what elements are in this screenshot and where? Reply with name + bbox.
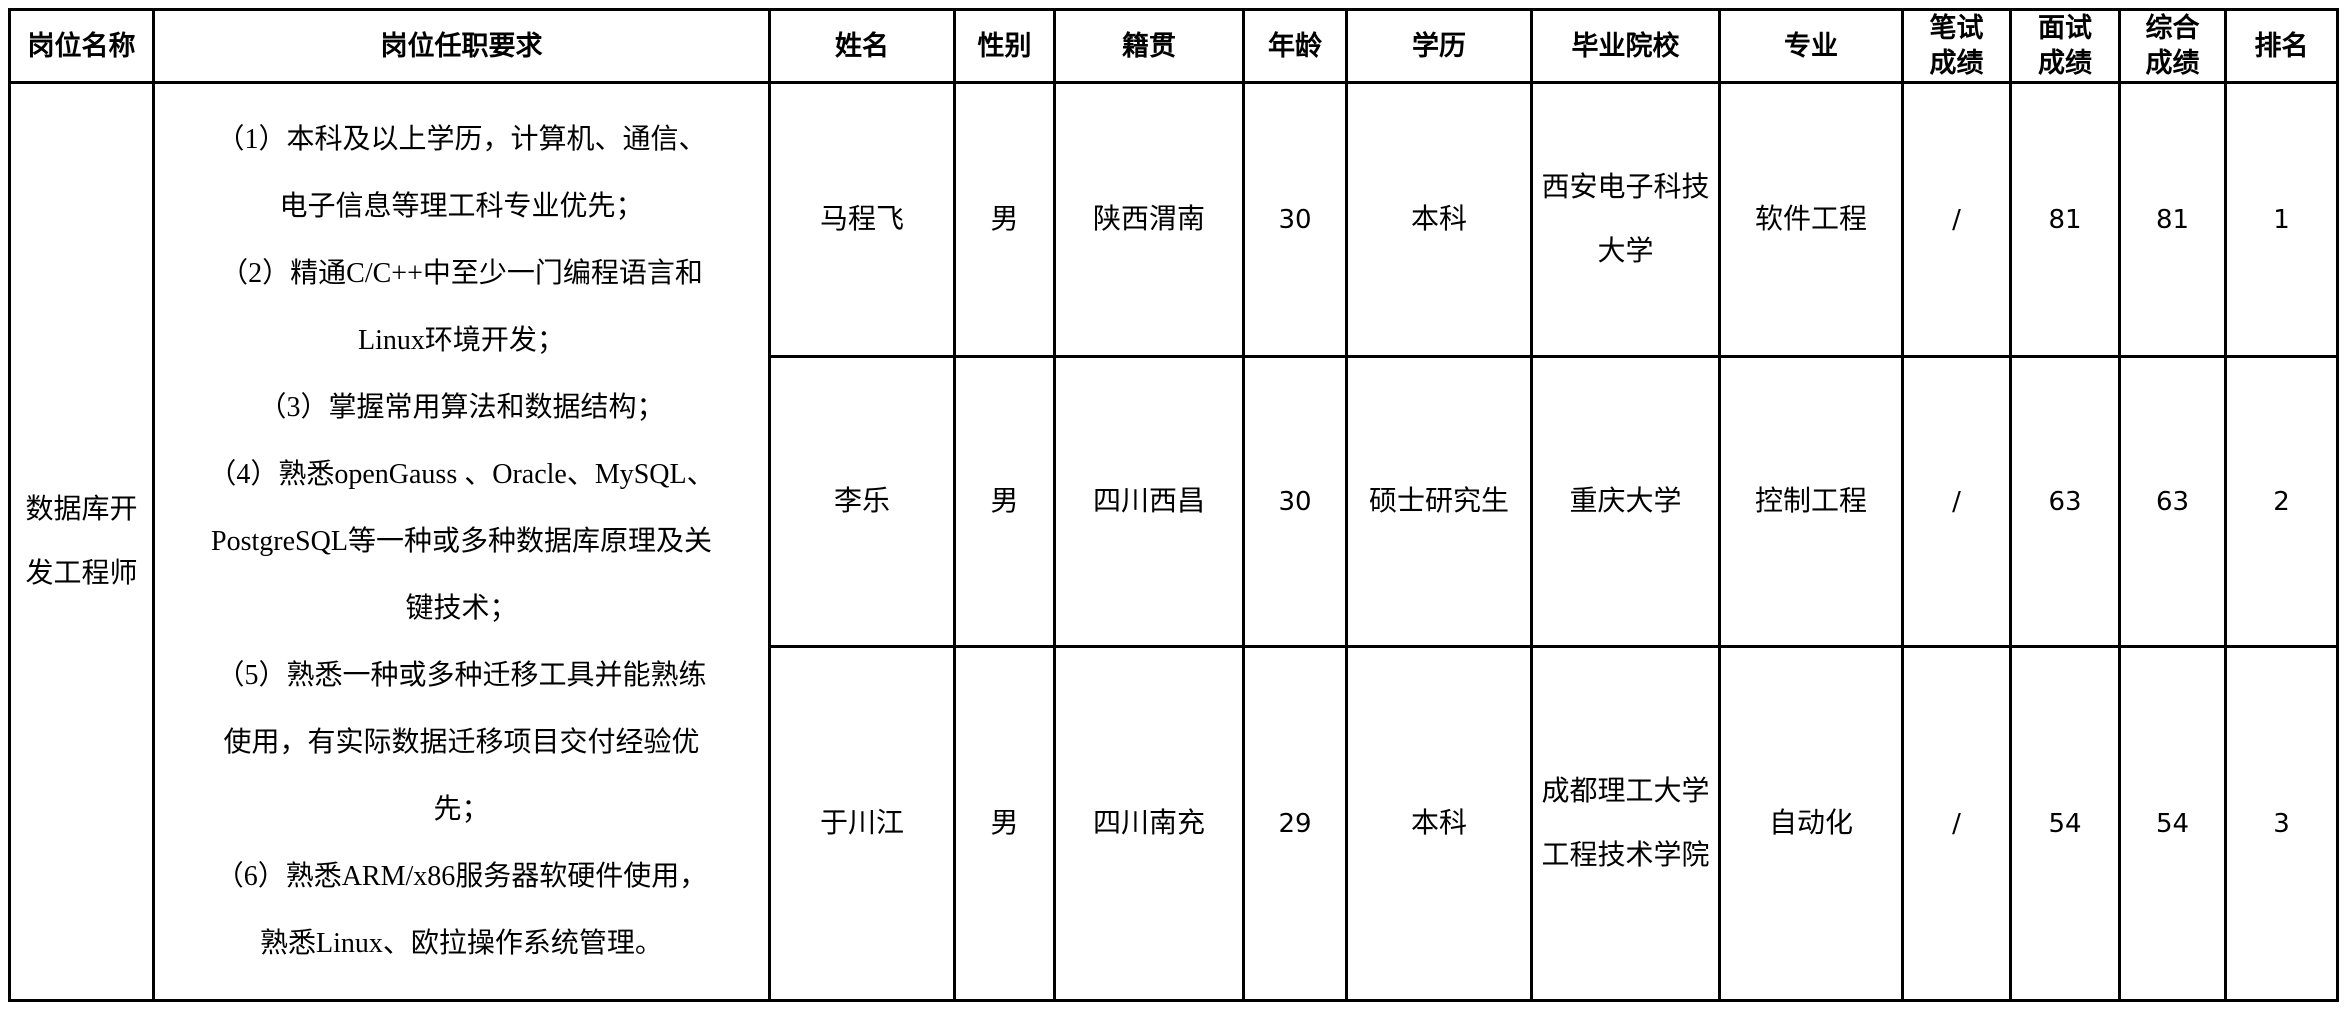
age-cell: 29 (1242, 645, 1348, 1002)
education-cell: 硕士研究生 (1345, 355, 1533, 648)
requirement-line: 键技术； (405, 593, 518, 624)
gender-cell: 男 (953, 645, 1056, 1002)
school-cell: 西安电子科技大学 (1530, 81, 1721, 358)
requirement-line: （1）本科及以上学历，计算机、通信、 (216, 124, 707, 155)
header-cell-position-name: 岗位名称 (8, 8, 155, 84)
age-cell: 30 (1242, 355, 1348, 648)
written-score-cell: / (1901, 355, 2012, 648)
header-cell-overall-score: 综合 成绩 (2118, 8, 2227, 84)
requirement-line: （2）精通C/C++中至少一门编程语言和 (220, 258, 703, 289)
requirement-line: PostgreSQL等一种或多种数据库原理及关 (211, 526, 712, 557)
header-cell-education: 学历 (1345, 8, 1533, 84)
major-cell: 自动化 (1718, 645, 1904, 1002)
rank-cell: 2 (2224, 355, 2339, 648)
candidate-row: 于川江 男 四川南充 29 本科 成都理工大学工程技术学院 自动化 / 54 5… (10, 645, 2339, 1002)
requirement-line: 使用，有实际数据迁移项目交付经验优 (223, 727, 700, 758)
requirement-line: Linux环境开发； (358, 325, 565, 356)
document-page: { "colors": { "border": "#000000", "back… (0, 8, 2346, 1009)
candidate-row: 李乐 男 四川西昌 30 硕士研究生 重庆大学 控制工程 / 63 63 2 (10, 355, 2339, 648)
hometown-cell: 四川西昌 (1053, 355, 1245, 648)
header-cell-hometown: 籍贯 (1053, 8, 1245, 84)
written-score-cell: / (1901, 645, 2012, 1002)
requirement-line: 熟悉Linux、欧拉操作系统管理。 (260, 928, 663, 959)
job-requirements-cell: （1）本科及以上学历，计算机、通信、 电子信息等理工科专业优先； （2）精通C/… (152, 81, 771, 1002)
requirement-line: 先； (433, 794, 490, 825)
rank-cell: 1 (2224, 81, 2339, 358)
candidate-name-cell: 于川江 (768, 645, 956, 1002)
candidate-row: 数据库开发工程师 （1）本科及以上学历，计算机、通信、 电子信息等理工科专业优先… (8, 81, 2339, 1002)
candidate-name-cell: 李乐 (768, 355, 956, 648)
position-name-cell: 数据库开发工程师 (8, 81, 155, 1002)
overall-score-cell: 54 (2118, 645, 2227, 1002)
header-cell-rank: 排名 (2224, 8, 2339, 84)
requirement-line: （3）掌握常用算法和数据结构； (258, 392, 665, 423)
hometown-cell: 四川南充 (1053, 645, 1245, 1002)
major-cell: 软件工程 (1718, 81, 1904, 358)
header-cell-requirements: 岗位任职要求 (152, 8, 771, 84)
requirement-line: 电子信息等理工科专业优先； (279, 191, 644, 222)
interview-score-cell: 81 (2009, 81, 2121, 358)
requirement-line: （4）熟悉openGauss 、Oracle、MySQL、 (208, 459, 715, 490)
header-cell-age: 年龄 (1242, 8, 1348, 84)
interview-score-cell: 54 (2009, 645, 2121, 1002)
interview-score-cell: 63 (2009, 355, 2121, 648)
candidate-name-cell: 马程飞 (768, 81, 956, 358)
header-cell-major: 专业 (1718, 8, 1904, 84)
rank-cell: 3 (2224, 645, 2339, 1002)
requirement-line: （6）熟悉ARM/x86服务器软硬件使用， (215, 861, 708, 892)
written-score-cell: / (1901, 81, 2012, 358)
major-cell: 控制工程 (1718, 355, 1904, 648)
header-cell-school: 毕业院校 (1530, 8, 1721, 84)
overall-score-cell: 81 (2118, 81, 2227, 358)
requirement-line: （5）熟悉一种或多种迁移工具并能熟练 (216, 660, 707, 691)
education-cell: 本科 (1345, 81, 1533, 358)
school-cell: 重庆大学 (1530, 355, 1721, 648)
header-cell-name: 姓名 (768, 8, 956, 84)
header-cell-gender: 性别 (953, 8, 1056, 84)
gender-cell: 男 (953, 355, 1056, 648)
education-cell: 本科 (1345, 645, 1533, 1002)
school-cell: 成都理工大学工程技术学院 (1530, 645, 1721, 1002)
hometown-cell: 陕西渭南 (1053, 81, 1245, 358)
table-header-row: 岗位名称 岗位任职要求 姓名 性别 籍贯 年龄 学历 毕业院校 专业 笔试 成绩 … (8, 8, 2339, 84)
age-cell: 30 (1242, 81, 1348, 358)
header-cell-written-score: 笔试 成绩 (1901, 8, 2012, 84)
header-cell-interview-score: 面试 成绩 (2009, 8, 2121, 84)
recruitment-results-table: 岗位名称 岗位任职要求 姓名 性别 籍贯 年龄 学历 毕业院校 专业 笔试 成绩 … (8, 8, 2339, 1002)
overall-score-cell: 63 (2118, 355, 2227, 648)
gender-cell: 男 (953, 81, 1056, 358)
